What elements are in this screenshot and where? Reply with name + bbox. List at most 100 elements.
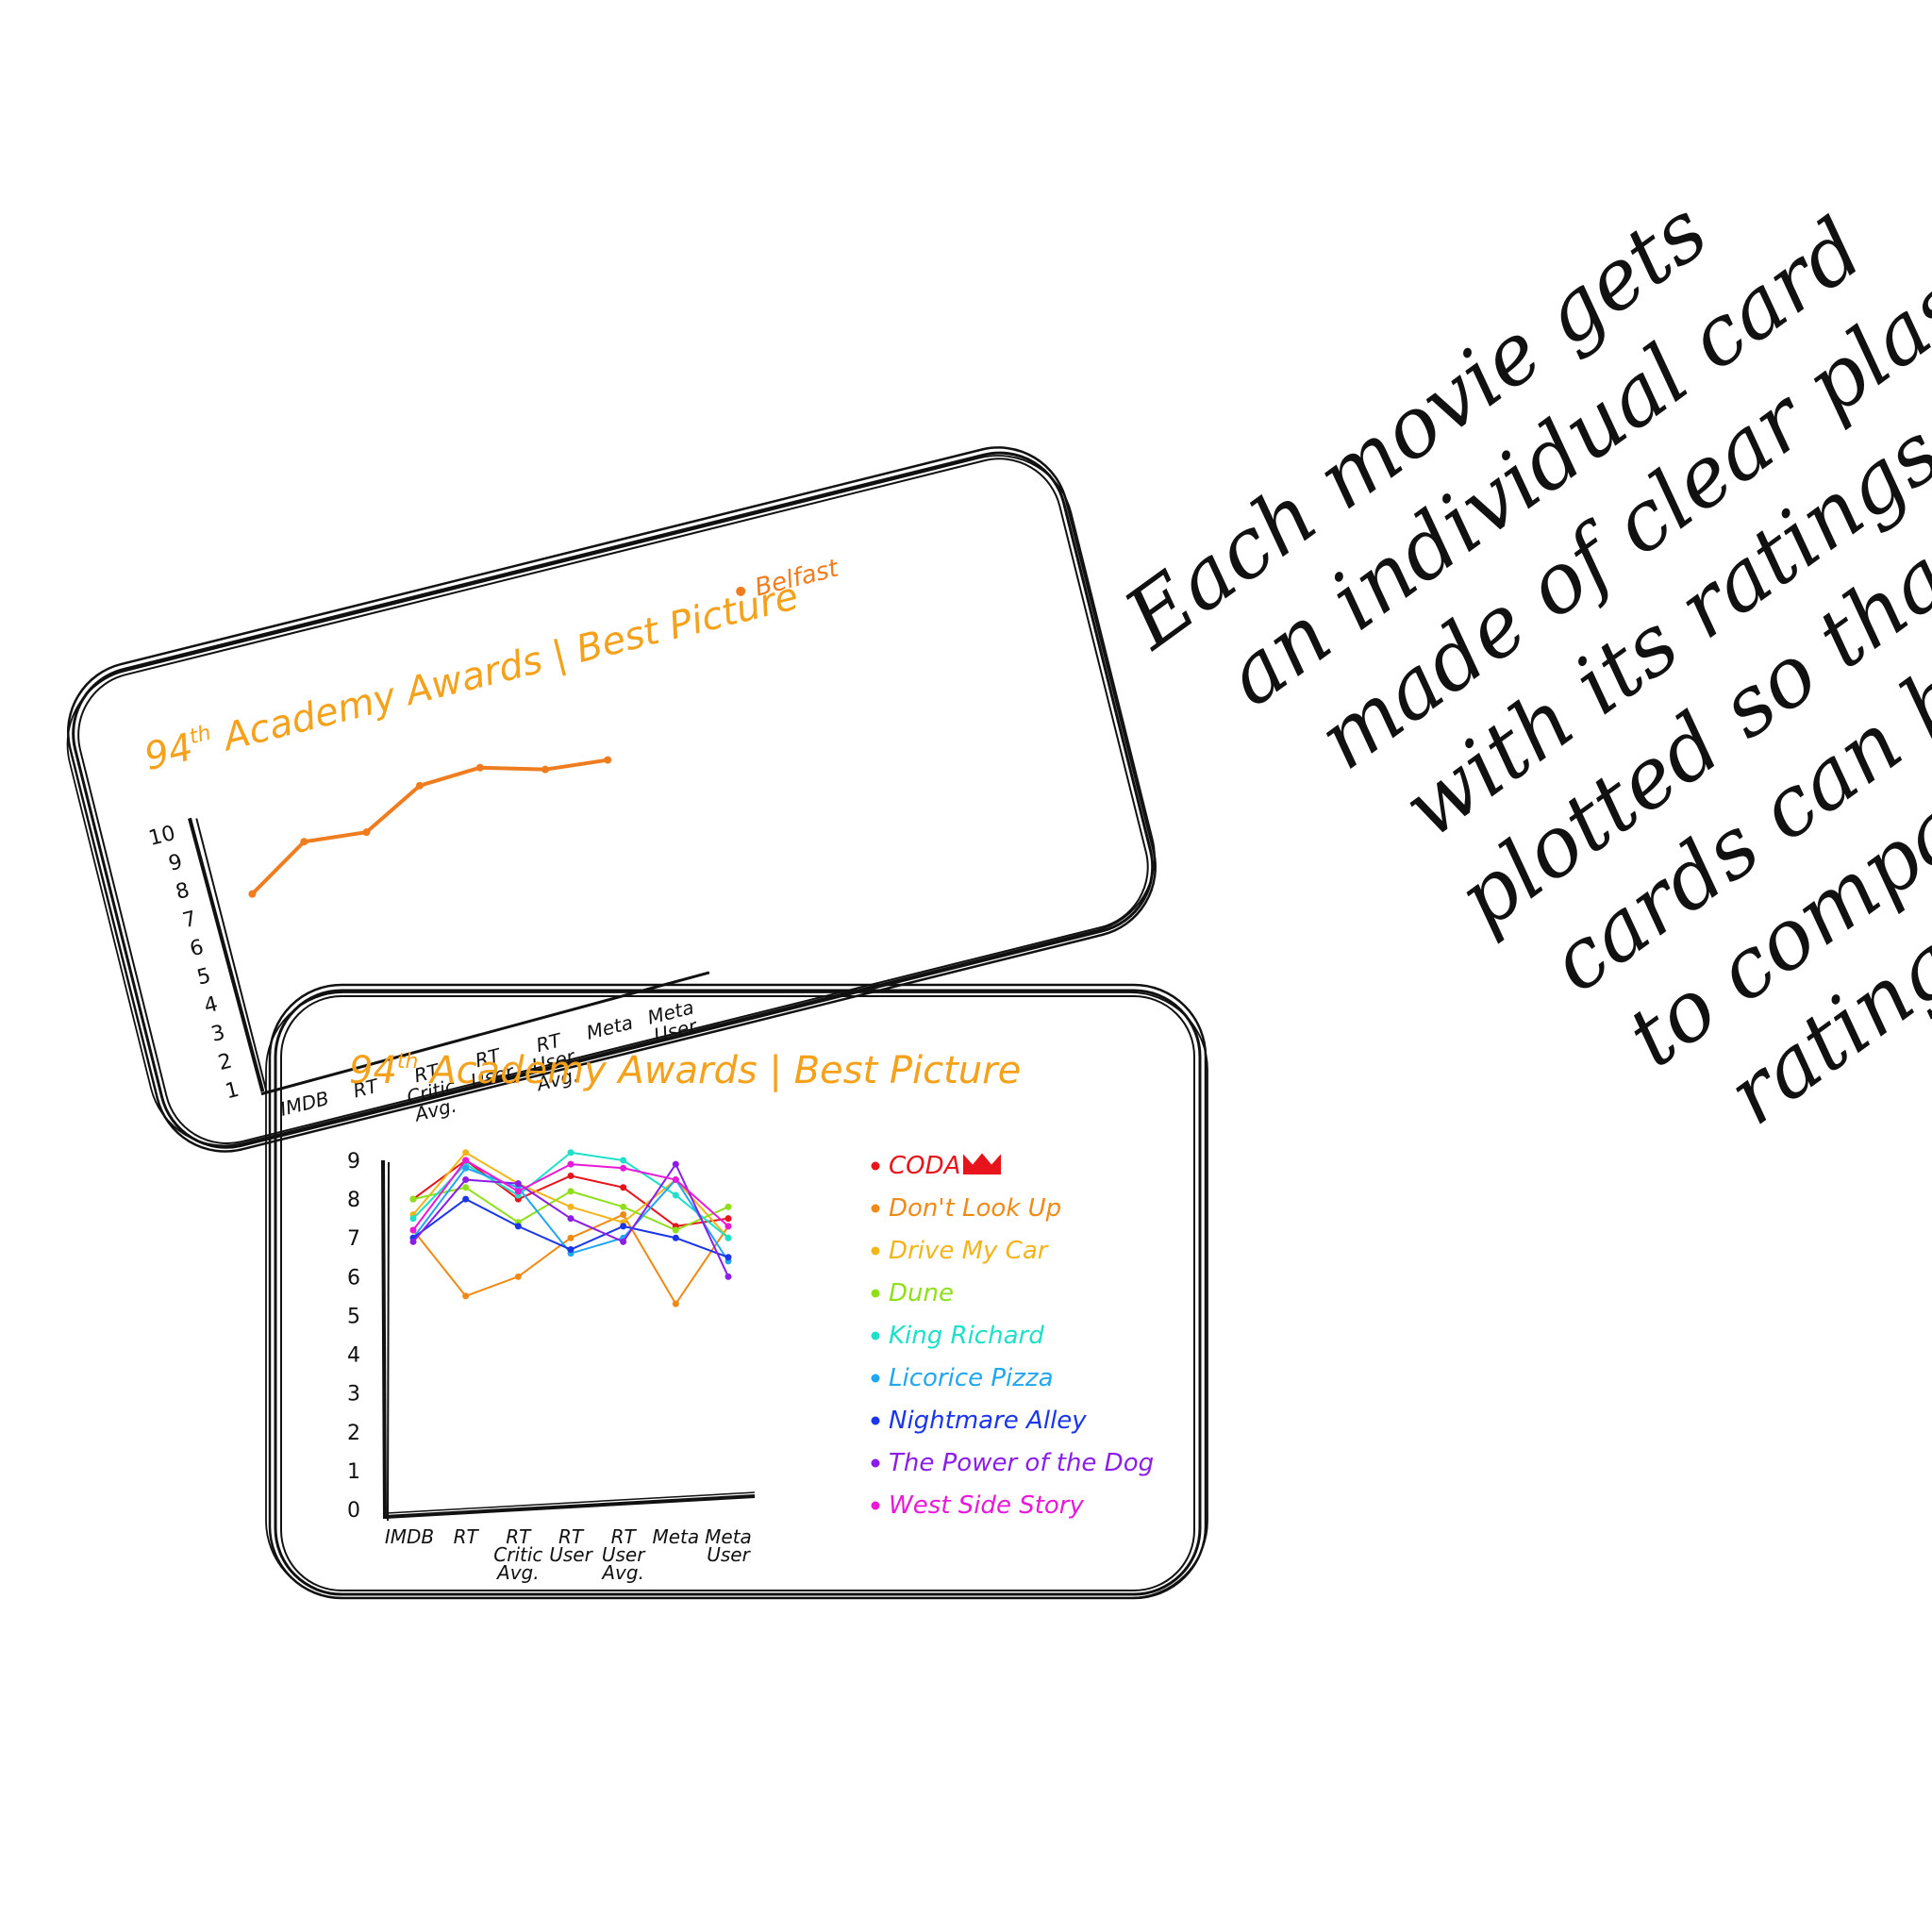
- point-the-power-of-the-dog-0: [409, 1238, 417, 1245]
- point-dune-5: [672, 1226, 679, 1234]
- point-don-t-look-up-4: [620, 1211, 627, 1219]
- point-dune-4: [620, 1203, 627, 1210]
- legend-dot-coda: [871, 1161, 880, 1171]
- point-coda-6: [724, 1215, 732, 1223]
- front-y-tick-2: 2: [347, 1422, 360, 1445]
- point-dune-6: [724, 1203, 732, 1210]
- point-belfast-1: [300, 838, 308, 846]
- back-y-tick-3: 3: [208, 1021, 227, 1047]
- front-card-title: 94th Academy Awards | Best Picture: [349, 1049, 1021, 1092]
- point-king-richard-6: [724, 1234, 732, 1241]
- legend-dot-licorice-pizza: [871, 1374, 880, 1383]
- back-x-label-0: IMDB: [278, 1087, 332, 1121]
- front-y-tick-5: 5: [347, 1305, 360, 1328]
- point-belfast-0: [248, 890, 257, 898]
- front-x-label-6: Meta User: [705, 1525, 752, 1566]
- legend-dot-nightmare-alley: [871, 1416, 880, 1425]
- front-y-tick-1: 1: [347, 1460, 360, 1484]
- legend-label-drive-my-car: Drive My Car: [889, 1237, 1050, 1265]
- front-x-label-3: RT User: [549, 1525, 593, 1566]
- front-plot-area: [409, 1149, 732, 1307]
- point-west-side-story-3: [567, 1160, 575, 1168]
- back-y-tick-2: 2: [216, 1049, 235, 1075]
- front-y-axis-2: [387, 1161, 390, 1522]
- point-the-power-of-the-dog-4: [620, 1238, 627, 1245]
- point-king-richard-4: [620, 1157, 627, 1164]
- back-y-tick-4: 4: [202, 992, 221, 1019]
- point-drive-my-car-3: [567, 1203, 575, 1210]
- point-don-t-look-up-5: [672, 1300, 679, 1307]
- point-west-side-story-0: [409, 1226, 417, 1234]
- back-y-tick-9: 9: [166, 850, 185, 876]
- front-card: 94th Academy Awards | Best Picture 0 1 2 3 4…: [265, 983, 1208, 1600]
- front-y-tick-4: 4: [347, 1344, 360, 1368]
- front-x-axis-2: [386, 1491, 756, 1514]
- front-x-label-5: Meta: [652, 1525, 699, 1548]
- back-plot-area: [248, 756, 612, 898]
- front-x-label-0: IMDB: [385, 1525, 434, 1548]
- legend-dot-don-t-look-up: [871, 1204, 880, 1213]
- back-y-axis-2: [195, 818, 268, 1093]
- point-coda-4: [620, 1184, 627, 1191]
- back-card-outline: [66, 446, 1157, 1153]
- crown-icon: [963, 1153, 1001, 1174]
- front-x-label-2: RT Critic Avg.: [493, 1525, 542, 1584]
- front-title-number: 94: [349, 1049, 397, 1092]
- point-west-side-story-1: [462, 1157, 470, 1164]
- legend-label-don-t-look-up: Don't Look Up: [889, 1194, 1061, 1223]
- front-y-tick-7: 7: [347, 1227, 360, 1251]
- front-x-label-1: RT: [454, 1525, 480, 1548]
- front-legend: CODA Don't Look Up Drive My Car Dune King Ri…: [871, 1152, 1154, 1520]
- belfast-legend-dot: [736, 586, 746, 596]
- point-king-richard-3: [567, 1149, 575, 1157]
- point-the-power-of-the-dog-3: [567, 1215, 575, 1223]
- front-y-tick-0: 0: [347, 1499, 360, 1523]
- back-y-tick-5: 5: [194, 964, 213, 991]
- point-the-power-of-the-dog-2: [514, 1180, 522, 1188]
- back-axes: [188, 817, 710, 1096]
- legend-label-king-richard: King Richard: [889, 1322, 1044, 1350]
- point-nightmare-alley-6: [724, 1254, 732, 1261]
- point-don-t-look-up-3: [567, 1234, 575, 1241]
- point-dune-1: [462, 1184, 470, 1191]
- point-west-side-story-2: [514, 1188, 522, 1195]
- point-the-power-of-the-dog-6: [724, 1273, 732, 1280]
- point-king-richard-0: [409, 1215, 417, 1223]
- back-card-title: 94th Academy Awards | Best Picture: [141, 575, 803, 779]
- point-the-power-of-the-dog-1: [462, 1176, 470, 1184]
- legend-label-coda: CODA: [889, 1152, 960, 1180]
- point-belfast-3: [415, 781, 424, 790]
- point-licorice-pizza-1: [462, 1164, 470, 1172]
- legend-dot-king-richard: [871, 1331, 880, 1341]
- point-belfast-6: [604, 756, 612, 764]
- front-y-tick-3: 3: [347, 1383, 360, 1407]
- point-coda-3: [567, 1172, 575, 1179]
- back-y-tick-6: 6: [188, 936, 207, 962]
- point-don-t-look-up-2: [514, 1273, 522, 1280]
- back-y-tick-7: 7: [180, 908, 199, 934]
- front-x-label-4: RT User Avg.: [600, 1525, 646, 1584]
- front-y-axis: [381, 1159, 387, 1520]
- point-belfast-5: [541, 765, 550, 774]
- legend-label-licorice-pizza: Licorice Pizza: [889, 1364, 1054, 1392]
- front-card-outline: [265, 983, 1208, 1600]
- front-x-axis: [384, 1494, 756, 1519]
- svg-text:94th Academy Awards | Best Pic: 94th Academy Awards | Best Picture: [349, 1049, 1021, 1092]
- front-y-tick-8: 8: [347, 1189, 360, 1212]
- point-nightmare-alley-2: [514, 1223, 522, 1230]
- point-king-richard-5: [672, 1191, 679, 1199]
- back-y-axis: [188, 817, 265, 1092]
- point-nightmare-alley-3: [567, 1246, 575, 1254]
- legend-label-west-side-story: West Side Story: [889, 1491, 1084, 1520]
- back-x-label-5: Meta: [584, 1011, 635, 1044]
- legend-dot-dune: [871, 1289, 880, 1298]
- point-dune-0: [409, 1195, 417, 1203]
- point-nightmare-alley-4: [620, 1223, 627, 1230]
- point-belfast-4: [475, 763, 484, 772]
- back-y-tick-8: 8: [174, 878, 192, 905]
- front-title-suffix: th: [397, 1050, 419, 1074]
- legend-dot-the-power-of-the-dog: [871, 1458, 880, 1468]
- back-title-text: Academy Awards | Best Picture: [208, 575, 803, 762]
